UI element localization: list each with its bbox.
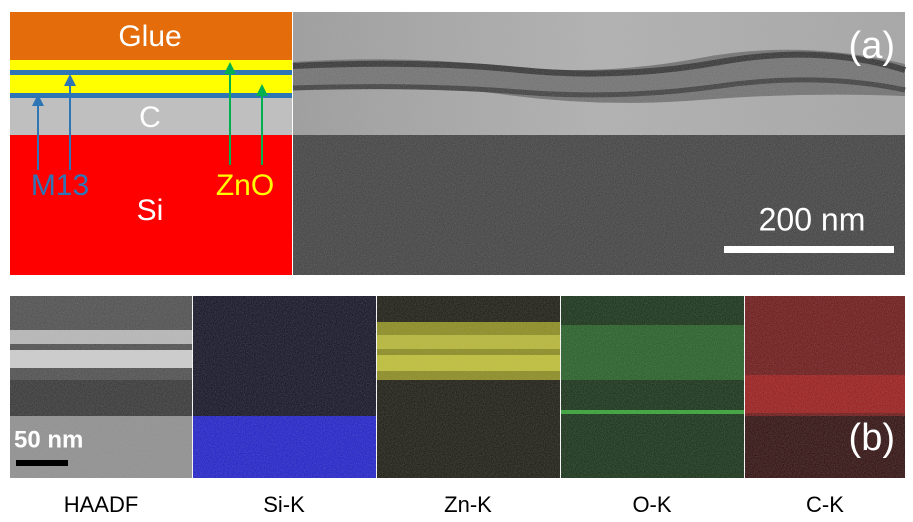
scale-bar-label: 200 nm — [759, 201, 866, 237]
schematic: Glue C Si M13 ZnO — [10, 12, 292, 275]
map-label: HAADF — [64, 492, 139, 517]
m13-layer — [10, 93, 292, 98]
layer-label: Glue — [118, 20, 181, 53]
map-label: C-K — [806, 492, 844, 517]
annotation: ZnO — [216, 169, 274, 202]
m13-layer — [10, 70, 292, 75]
annotation: M13 — [31, 169, 89, 202]
scale-bar — [724, 246, 894, 253]
figure: Glue C Si M13 ZnO (a) 200 nm — [0, 0, 913, 522]
scale-bar — [16, 460, 68, 466]
zno-layer — [10, 75, 292, 93]
panel-label: (a) — [849, 25, 895, 67]
scale-bar-label: 50 nm — [14, 426, 83, 453]
layer-label: C — [139, 101, 161, 134]
map-label: O-K — [632, 492, 671, 517]
map-labels: HAADF Si-K Zn-K O-K C-K — [64, 492, 845, 517]
image-texture — [10, 296, 905, 478]
map-label: Zn-K — [444, 492, 492, 517]
layer-label: Si — [137, 194, 164, 227]
map-label: Si-K — [263, 492, 305, 517]
zno-layer — [10, 60, 292, 70]
eds-maps: 50 nm (b) — [10, 296, 905, 478]
panel-label: (b) — [849, 417, 895, 459]
tem-image: (a) 200 nm — [293, 12, 905, 275]
